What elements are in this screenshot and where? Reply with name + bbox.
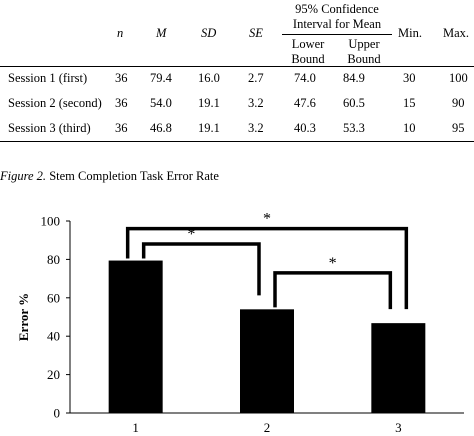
y-tick-label: 100 xyxy=(41,214,61,229)
ci-subheader-rule xyxy=(282,34,392,35)
row-label: Session 3 (third) xyxy=(8,121,91,135)
bar xyxy=(240,309,294,413)
col-header-lower: Lower Bound xyxy=(282,37,334,67)
cell-m: 54.0 xyxy=(150,96,172,110)
significance-star: * xyxy=(187,226,195,243)
y-axis-label: Error % xyxy=(16,293,31,341)
row-label: Session 1 (first) xyxy=(8,71,88,85)
cell-n: 36 xyxy=(115,96,128,110)
significance-bracket xyxy=(273,271,393,310)
cell-n: 36 xyxy=(115,71,128,85)
cell-lower: 40.3 xyxy=(294,121,316,135)
x-tick-label: 1 xyxy=(132,420,139,435)
figure-label: Figure 2. xyxy=(0,169,47,183)
significance-star: * xyxy=(263,211,271,228)
cell-max: 95 xyxy=(452,121,465,135)
lower-line2: Bound xyxy=(291,52,325,66)
cell-se: 2.7 xyxy=(248,71,264,85)
col-header-m: M xyxy=(156,26,167,40)
cell-min: 30 xyxy=(403,71,416,85)
col-header-max: Max. xyxy=(443,26,470,40)
col-header-sd: SD xyxy=(201,26,217,40)
table-bottom-rule xyxy=(0,141,474,142)
cell-min: 15 xyxy=(403,96,416,110)
table-header-rule xyxy=(0,66,474,67)
upper-line1: Upper xyxy=(348,37,380,51)
cell-max: 100 xyxy=(449,71,468,85)
upper-line2: Bound xyxy=(347,52,381,66)
x-tick-labels: 1 2 3 xyxy=(132,420,401,435)
figure-caption-text: Stem Completion Task Error Rate xyxy=(46,169,219,183)
y-tick-label: 0 xyxy=(54,406,61,421)
col-header-ci: 95% Confidence Interval for Mean xyxy=(282,2,392,32)
y-tick-label: 40 xyxy=(47,329,60,344)
bars xyxy=(108,260,426,413)
significance-star: * xyxy=(329,255,337,272)
bar xyxy=(108,260,163,413)
figure-caption: Figure 2. Stem Completion Task Error Rat… xyxy=(0,169,219,184)
cell-m: 46.8 xyxy=(150,121,172,135)
col-header-upper: Upper Bound xyxy=(336,37,392,67)
y-tick-label: 80 xyxy=(47,252,60,267)
col-header-n: n xyxy=(117,26,124,40)
lower-line1: Lower xyxy=(291,37,325,51)
significance-bracket xyxy=(141,242,261,296)
significance-bracket xyxy=(125,226,409,310)
y-ticks: 0 20 40 60 80 100 xyxy=(41,214,70,421)
significance-brackets: * * * xyxy=(125,211,409,310)
cell-se: 3.2 xyxy=(248,121,264,135)
col-header-min: Min. xyxy=(398,26,422,40)
cell-upper: 53.3 xyxy=(343,121,365,135)
cell-sd: 16.0 xyxy=(198,71,220,85)
y-tick-label: 60 xyxy=(47,290,60,305)
cell-lower: 47.6 xyxy=(294,96,316,110)
x-tick-label: 2 xyxy=(264,420,271,435)
cell-n: 36 xyxy=(115,121,128,135)
ci-title-line1: 95% Confidence xyxy=(295,2,379,16)
col-header-se: SE xyxy=(249,26,263,40)
cell-sd: 19.1 xyxy=(198,121,220,135)
row-label: Session 2 (second) xyxy=(8,96,102,110)
bar xyxy=(371,323,426,413)
cell-min: 10 xyxy=(403,121,416,135)
y-tick-label: 20 xyxy=(47,367,60,382)
cell-m: 79.4 xyxy=(150,71,172,85)
cell-se: 3.2 xyxy=(248,96,264,110)
ci-title-line2: Interval for Mean xyxy=(292,17,382,31)
cell-upper: 84.9 xyxy=(343,71,365,85)
cell-sd: 19.1 xyxy=(198,96,220,110)
cell-upper: 60.5 xyxy=(343,96,365,110)
cell-max: 90 xyxy=(452,96,465,110)
cell-lower: 74.0 xyxy=(294,71,316,85)
x-tick-label: 3 xyxy=(395,420,402,435)
